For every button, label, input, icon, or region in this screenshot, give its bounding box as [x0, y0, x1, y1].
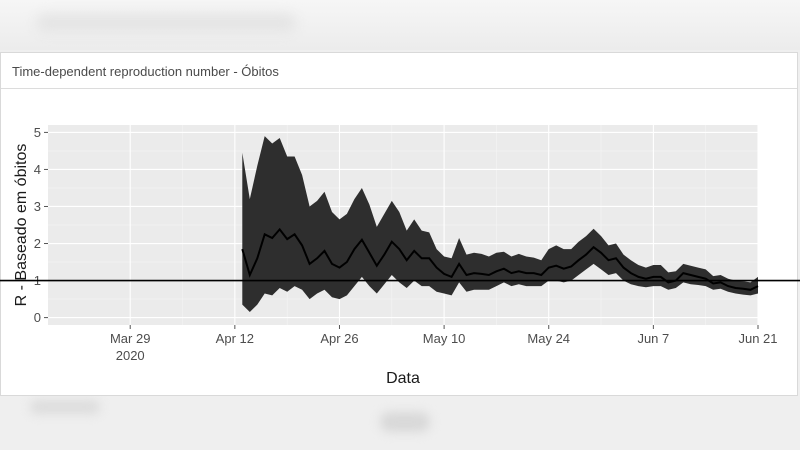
blurred-header [0, 0, 800, 50]
mean-line [241, 227, 759, 291]
x-tick-label: Jun 21 [738, 331, 777, 346]
y-tick-label: 3 [34, 199, 41, 214]
confidence-band [242, 136, 759, 312]
x-tick-label: Mar 29 [110, 331, 150, 346]
card-title: Time-dependent reproduction number - Óbi… [1, 53, 797, 89]
x-axis-title: Data [386, 370, 420, 387]
x-tick-label: Jun 7 [637, 331, 669, 346]
y-tick-label: 2 [34, 236, 41, 251]
y-tick-label: 4 [34, 162, 41, 177]
y-axis-title: R - Baseado em óbitos [13, 144, 30, 307]
x-tick-sublabel: 2020 [116, 348, 145, 363]
blurred-text [36, 14, 296, 32]
blurred-text [380, 412, 430, 432]
x-tick-label: May 24 [527, 331, 570, 346]
x-tick-label: Apr 26 [320, 331, 358, 346]
y-tick-label: 5 [34, 125, 41, 140]
y-tick-label: 0 [34, 310, 41, 325]
x-tick-label: May 10 [423, 331, 466, 346]
blurred-text [30, 400, 100, 414]
x-tick-label: Apr 12 [216, 331, 254, 346]
